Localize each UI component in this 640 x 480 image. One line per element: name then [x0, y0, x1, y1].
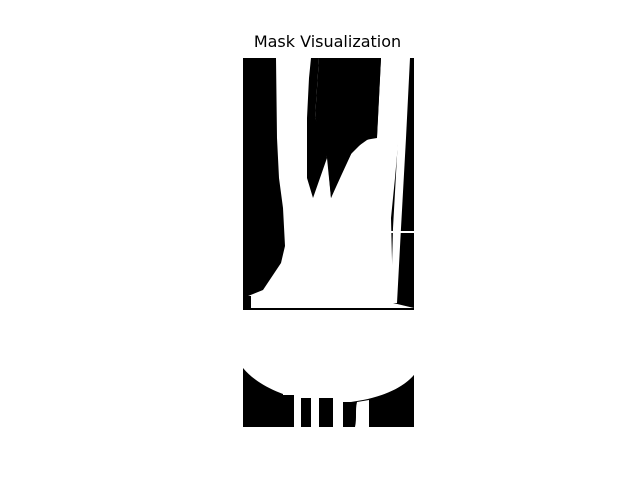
figure-title: Mask Visualization — [253, 32, 402, 51]
mask-leg-2 — [311, 398, 319, 427]
mask-gap-bottom-3 — [319, 398, 333, 427]
mask-gap-bottom-4 — [343, 402, 357, 427]
mask-leg-3 — [333, 398, 343, 427]
mask-gap-bottom-1 — [283, 395, 294, 427]
mask-region-right-rail — [391, 58, 410, 303]
mask-notch — [243, 296, 251, 310]
mask-leg-4 — [355, 400, 369, 427]
mask-region-diagonal — [319, 140, 385, 296]
mask-thin-line — [385, 231, 414, 233]
mask-canvas — [243, 58, 414, 427]
mask-gap-center — [311, 58, 381, 198]
mask-corner-bottom-left — [243, 368, 283, 427]
mask-leg-1 — [294, 395, 301, 427]
mask-gap-bottom-2 — [301, 398, 311, 427]
mask-image — [243, 58, 414, 427]
mask-corner-bottom-right — [369, 375, 414, 427]
